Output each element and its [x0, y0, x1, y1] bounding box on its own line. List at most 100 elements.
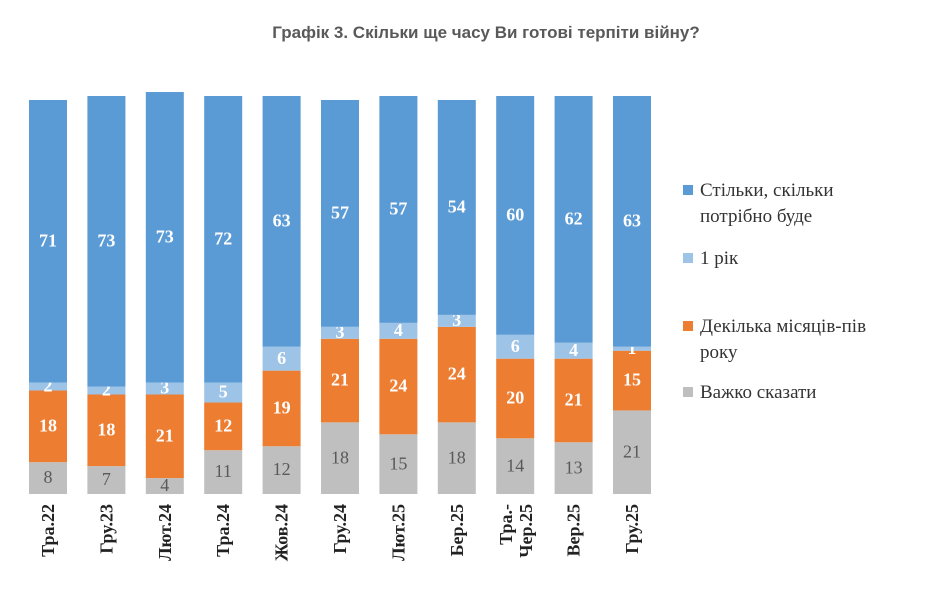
legend-entry: Декілька місяців-пів року — [683, 314, 883, 366]
bar-segment — [321, 99, 359, 327]
bar-segment — [262, 370, 301, 447]
bar-segment — [262, 446, 301, 494]
value-label: 4 — [160, 475, 169, 495]
bar-segment — [554, 442, 593, 494]
bar-segment — [29, 382, 67, 391]
value-label: 15 — [389, 453, 407, 473]
bar-segment — [87, 394, 126, 467]
value-label: 6 — [277, 348, 286, 368]
value-label: 18 — [39, 415, 57, 435]
bar-segment — [496, 358, 535, 439]
value-label: 72 — [214, 228, 232, 248]
value-label: 62 — [565, 209, 583, 229]
bar-segment — [321, 422, 359, 494]
x-tick-label: Лют.24 — [155, 504, 175, 561]
x-tick-label: Бер.25 — [447, 504, 467, 556]
value-label: 14 — [506, 455, 524, 475]
value-label: 24 — [448, 364, 466, 384]
x-tick-label: Тра.24 — [213, 504, 233, 557]
legend-entry: Стільки, скільки потрібно буде — [683, 178, 883, 230]
value-label: 73 — [156, 226, 174, 246]
value-label: 57 — [389, 199, 407, 219]
value-label: 11 — [215, 461, 232, 481]
value-label: 18 — [448, 447, 466, 467]
bar-segment — [321, 338, 359, 423]
x-tick-label: Тра.-Чер.25 — [496, 504, 536, 558]
x-tick-label: Гру.23 — [96, 504, 116, 554]
value-label: 3 — [160, 378, 169, 398]
bar-segment — [29, 99, 67, 383]
legend-entry: Важко сказати — [683, 380, 883, 406]
bar-segment — [379, 96, 418, 323]
bar-segment — [554, 358, 593, 443]
bar-segment — [613, 410, 651, 494]
bar-segment — [613, 346, 651, 351]
value-label: 12 — [214, 415, 232, 435]
x-tick-label: Гру.24 — [330, 504, 350, 554]
x-tick-label: Гру.25 — [622, 504, 642, 554]
bar-segment — [321, 326, 359, 339]
bar-segment — [262, 96, 301, 347]
value-label: 1 — [628, 338, 637, 358]
value-label: 2 — [44, 376, 53, 396]
legend-entry: 1 рік — [683, 246, 883, 272]
value-label: 19 — [273, 398, 291, 418]
x-tick-label: Тра.22 — [38, 504, 58, 557]
bar-segment — [87, 386, 126, 395]
bar-segment — [613, 350, 651, 411]
value-label: 4 — [569, 340, 578, 360]
bar-segment — [379, 322, 418, 339]
value-label: 21 — [156, 425, 174, 445]
value-label: 57 — [331, 203, 349, 223]
bar-segment — [437, 422, 476, 494]
bar-segment — [554, 96, 593, 343]
value-label: 13 — [565, 457, 583, 477]
value-label: 60 — [506, 205, 524, 225]
value-label: 12 — [273, 459, 291, 479]
x-tick-label: Лют.25 — [388, 504, 408, 561]
legend-swatch — [683, 321, 693, 331]
value-label: 7 — [102, 469, 111, 489]
bar-segment — [204, 402, 243, 451]
value-label: 21 — [331, 370, 349, 390]
value-label: 73 — [97, 230, 115, 250]
value-label: 63 — [273, 210, 291, 230]
value-label: 63 — [623, 210, 641, 230]
legend-label: 1 рік — [700, 248, 739, 269]
legend-swatch — [683, 387, 693, 397]
legend-label: Важко сказати — [700, 382, 817, 403]
bar-segment — [204, 382, 243, 403]
value-label: 24 — [389, 376, 407, 396]
bar-segment — [204, 450, 243, 494]
bar-segment — [379, 338, 418, 435]
bar-segment — [145, 92, 184, 383]
bar-segment — [29, 390, 67, 463]
chart-title: Графік 3. Скільки ще часу Ви готові терп… — [272, 23, 700, 42]
value-label: 2 — [102, 380, 111, 400]
value-label: 71 — [39, 230, 57, 250]
x-tick-label: Жов.24 — [272, 504, 292, 561]
bar-segment — [145, 478, 184, 494]
bar-segment — [437, 326, 476, 423]
bar-segment — [437, 314, 476, 327]
bar-segment — [496, 334, 535, 359]
bar-segment — [145, 382, 184, 395]
value-label: 54 — [448, 197, 466, 217]
legend-label: Стільки, скільки потрібно буде — [700, 180, 834, 227]
bar-segment — [29, 462, 67, 494]
bar-segment — [379, 434, 418, 494]
value-label: 6 — [511, 336, 520, 356]
bar-segment — [204, 96, 243, 383]
value-label: 3 — [336, 322, 345, 342]
bar-segment — [87, 96, 126, 387]
value-label: 18 — [97, 419, 115, 439]
value-label: 15 — [623, 370, 641, 390]
bar-segment — [87, 466, 126, 494]
value-label: 3 — [452, 310, 461, 330]
bar-segment — [262, 346, 301, 371]
value-label: 5 — [219, 382, 228, 402]
value-label: 8 — [44, 467, 53, 487]
legend-swatch — [683, 185, 693, 195]
